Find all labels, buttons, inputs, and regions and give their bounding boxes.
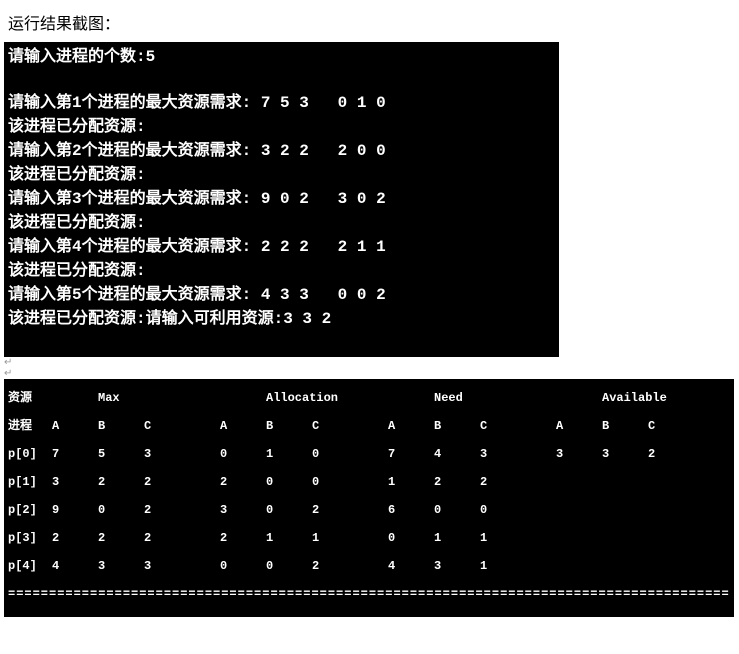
terminal-table: 资源 Max Allocation Need Available 进程 A B … [4,379,734,617]
header-need: Need [434,389,480,407]
blank-line [8,69,555,91]
table-col-header: 进程 A B C A B C A B C A B C [8,417,730,445]
table-row: p[0]753010743332 [8,445,730,473]
proc-1-alloc: 该进程已分配资源: [8,115,555,139]
table-row: p[1]322200122 [8,473,730,501]
header-available: Available [602,389,694,407]
proc-3-alloc: 该进程已分配资源: [8,211,555,235]
table-divider: ========================================… [8,585,730,603]
page-heading: 运行结果截图： [8,10,739,34]
proc-2-max: 请输入第2个进程的最大资源需求: 3 2 2 2 0 0 [8,139,555,163]
table-row: p[4]433002431 [8,557,730,585]
proc-4-alloc: 该进程已分配资源: [8,259,555,283]
count-line: 请输入进程的个数:5 [8,45,555,69]
doc-mark-1: ↵ [4,357,739,368]
header-resource: 资源 [8,389,52,407]
doc-mark-2: ↵ [4,368,739,379]
blank-line-2 [8,331,555,353]
table-row: p[3]222211011 [8,529,730,557]
proc-4-max: 请输入第4个进程的最大资源需求: 2 2 2 2 1 1 [8,235,555,259]
count-prompt: 请输入进程的个数: [8,48,146,66]
proc-1-max: 请输入第1个进程的最大资源需求: 7 5 3 0 1 0 [8,91,555,115]
proc-2-alloc: 该进程已分配资源: [8,163,555,187]
proc-5-alloc-avail: 该进程已分配资源:请输入可利用资源:3 3 2 [8,307,555,331]
header-max: Max [98,389,144,407]
table-rows: p[0]753010743332p[1]322200122p[2]9023026… [8,445,730,585]
header-allocation: Allocation [266,389,358,407]
terminal-input: 请输入进程的个数:5 请输入第1个进程的最大资源需求: 7 5 3 0 1 0 … [4,42,559,357]
count-value: 5 [146,48,156,66]
col-proc: 进程 [8,417,52,435]
proc-5-max: 请输入第5个进程的最大资源需求: 4 3 3 0 0 2 [8,283,555,307]
proc-3-max: 请输入第3个进程的最大资源需求: 9 0 2 3 0 2 [8,187,555,211]
table-row: p[2]902302600 [8,501,730,529]
table-top-header: 资源 Max Allocation Need Available [8,387,730,417]
